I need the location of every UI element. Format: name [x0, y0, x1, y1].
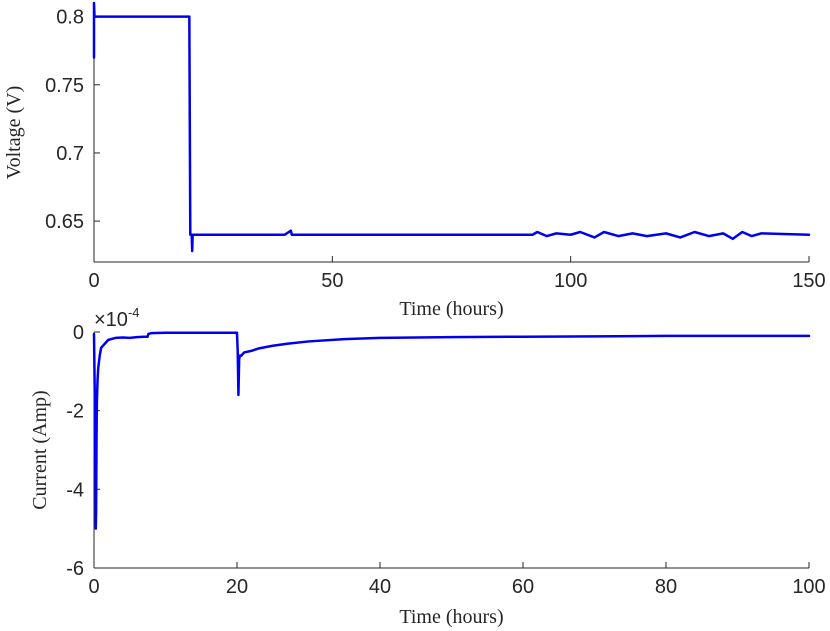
x-axis-label: Time (hours) — [399, 606, 503, 628]
y-tick-label: 0.7 — [56, 143, 84, 165]
x-tick-label: 100 — [554, 270, 587, 292]
y-tick-label: -4 — [66, 479, 84, 501]
x-axis-label: Time (hours) — [399, 298, 503, 320]
x-tick-label: 0 — [88, 576, 99, 598]
y-tick-label: -6 — [66, 558, 84, 580]
y-tick-label: 0.75 — [45, 75, 84, 97]
y-exponent-power: -4 — [128, 305, 140, 320]
y-exponent-label: ×10-4 — [94, 305, 140, 331]
y-tick-label: -2 — [66, 401, 84, 423]
x-tick-label: 50 — [321, 270, 343, 292]
y-tick-label: 0.65 — [45, 211, 84, 233]
current-plot: 0 20 40 60 80 100 -6 -4 -2 0 Time (hours) Current (… — [29, 305, 826, 628]
x-tick-label: 100 — [792, 576, 825, 598]
data-series-line — [92, 331, 811, 530]
y-axis-label: Current (Amp) — [29, 390, 51, 509]
y-tick-label: 0.8 — [56, 7, 84, 29]
voltage-plot: 0 50 100 150 0.65 0.7 0.75 0.8 Time (hours) Volta… — [3, 1, 826, 320]
x-tick-label: 40 — [369, 576, 391, 598]
x-tick-label: 80 — [655, 576, 677, 598]
y-tick-label: 0 — [73, 322, 84, 344]
x-tick-label: 0 — [88, 270, 99, 292]
x-tick-label: 150 — [792, 270, 825, 292]
x-tick-label: 60 — [512, 576, 534, 598]
x-tick-label: 20 — [226, 576, 248, 598]
y-axis-label: Voltage (V) — [3, 86, 25, 180]
data-series-line — [92, 1, 811, 253]
